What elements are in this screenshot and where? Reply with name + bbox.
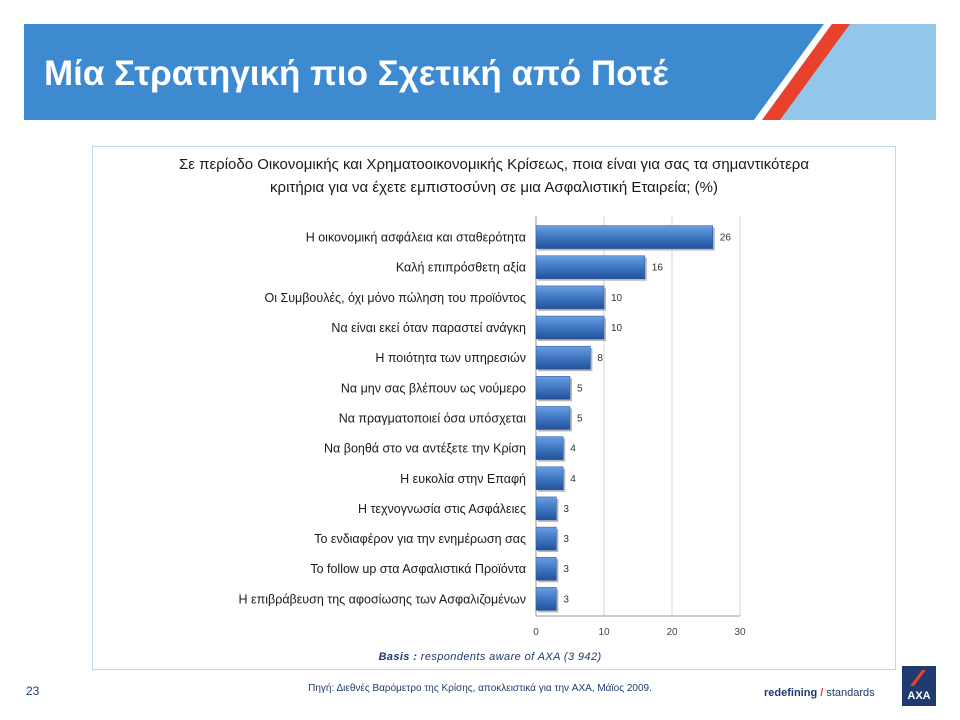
category-label: Να πραγματοποιεί όσα υπόσχεται bbox=[339, 411, 527, 425]
category-label: Οι Συμβουλές, όχι μόνο πώληση του προϊόν… bbox=[265, 291, 527, 305]
source-note: Πηγή: Διεθνές Βαρόμετρο της Κρίσης, αποκ… bbox=[308, 683, 652, 694]
axa-logo-icon: AXA bbox=[902, 666, 936, 706]
category-label: Η τεχνογνωσία στις Ασφάλειες bbox=[358, 502, 526, 516]
bar bbox=[535, 315, 605, 340]
category-label: Η επιβράβευση της αφοσίωσης των Ασφαλιζο… bbox=[239, 592, 526, 606]
basis-label: Basis : bbox=[378, 651, 418, 663]
chart-title-line-2: κριτήρια για να έχετε εμπιστοσύνη σε μια… bbox=[270, 179, 718, 196]
chart-title-line-1: Σε περίοδο Οικονομικής και Χρηματοοικονο… bbox=[179, 156, 809, 173]
value-label: 3 bbox=[563, 594, 569, 605]
svg-text:AXA: AXA bbox=[907, 690, 930, 702]
bar bbox=[535, 587, 557, 611]
bar bbox=[535, 285, 605, 310]
bar bbox=[535, 255, 646, 279]
tagline: redefining / standards bbox=[764, 687, 875, 699]
value-label: 5 bbox=[577, 413, 583, 424]
bar bbox=[535, 225, 714, 249]
tagline-rest: standards bbox=[826, 687, 875, 699]
category-label: Να μην σας βλέπουν ως νούμερο bbox=[341, 381, 526, 395]
chart-title: Σε περίοδο Οικονομικής και Χρηματοοικονο… bbox=[92, 153, 896, 199]
value-label: 4 bbox=[570, 444, 576, 455]
value-label: 10 bbox=[611, 323, 623, 334]
value-label: 3 bbox=[563, 504, 569, 515]
category-label: Η οικονομική ασφάλεια και σταθερότητα bbox=[306, 231, 526, 245]
bar bbox=[535, 496, 557, 521]
chart-frame bbox=[92, 146, 896, 670]
value-label: 5 bbox=[577, 383, 583, 394]
category-label: Το follow up στα Ασφαλιστικά Προϊόντα bbox=[310, 562, 526, 576]
basis-note: Basis : respondents aware of AXA (3 942) bbox=[300, 651, 680, 663]
category-label: Το ενδιαφέρον για την ενημέρωση σας bbox=[314, 532, 526, 546]
value-label: 4 bbox=[570, 474, 576, 485]
x-tick-label: 30 bbox=[734, 627, 746, 638]
category-label: Καλή επιπρόσθετη αξία bbox=[396, 261, 526, 275]
x-tick-label: 10 bbox=[598, 627, 610, 638]
title-banner: Μία Στρατηγική πιο Σχετική από Ποτέ bbox=[24, 24, 936, 120]
category-label: Να είναι εκεί όταν παραστεί ανάγκη bbox=[331, 321, 526, 335]
bar bbox=[535, 345, 591, 370]
bar bbox=[535, 436, 564, 460]
bar bbox=[535, 556, 557, 581]
x-tick-label: 0 bbox=[533, 627, 539, 638]
basis-text: respondents aware of AXA (3 942) bbox=[417, 651, 602, 663]
value-label: 8 bbox=[597, 353, 603, 364]
category-label: Η ποιότητα των υπηρεσιών bbox=[375, 351, 526, 365]
value-label: 26 bbox=[720, 233, 732, 244]
bar bbox=[535, 466, 564, 491]
value-label: 3 bbox=[563, 534, 569, 545]
value-label: 16 bbox=[652, 263, 664, 274]
page-title: Μία Στρατηγική πιο Σχετική από Ποτέ bbox=[44, 54, 668, 93]
category-label: Η ευκολία στην Επαφή bbox=[400, 472, 526, 486]
value-label: 3 bbox=[563, 564, 569, 575]
banner-graphic bbox=[24, 24, 850, 120]
page-number: 23 bbox=[26, 684, 40, 698]
bar bbox=[535, 406, 571, 430]
value-label: 10 bbox=[611, 293, 623, 304]
tagline-slash: / bbox=[817, 687, 827, 699]
bar bbox=[535, 376, 571, 400]
x-tick-label: 20 bbox=[666, 627, 678, 638]
bar bbox=[535, 526, 557, 551]
category-label: Να βοηθά στο να αντέξετε την Κρίση bbox=[324, 442, 526, 456]
tagline-bold: redefining bbox=[764, 687, 818, 699]
